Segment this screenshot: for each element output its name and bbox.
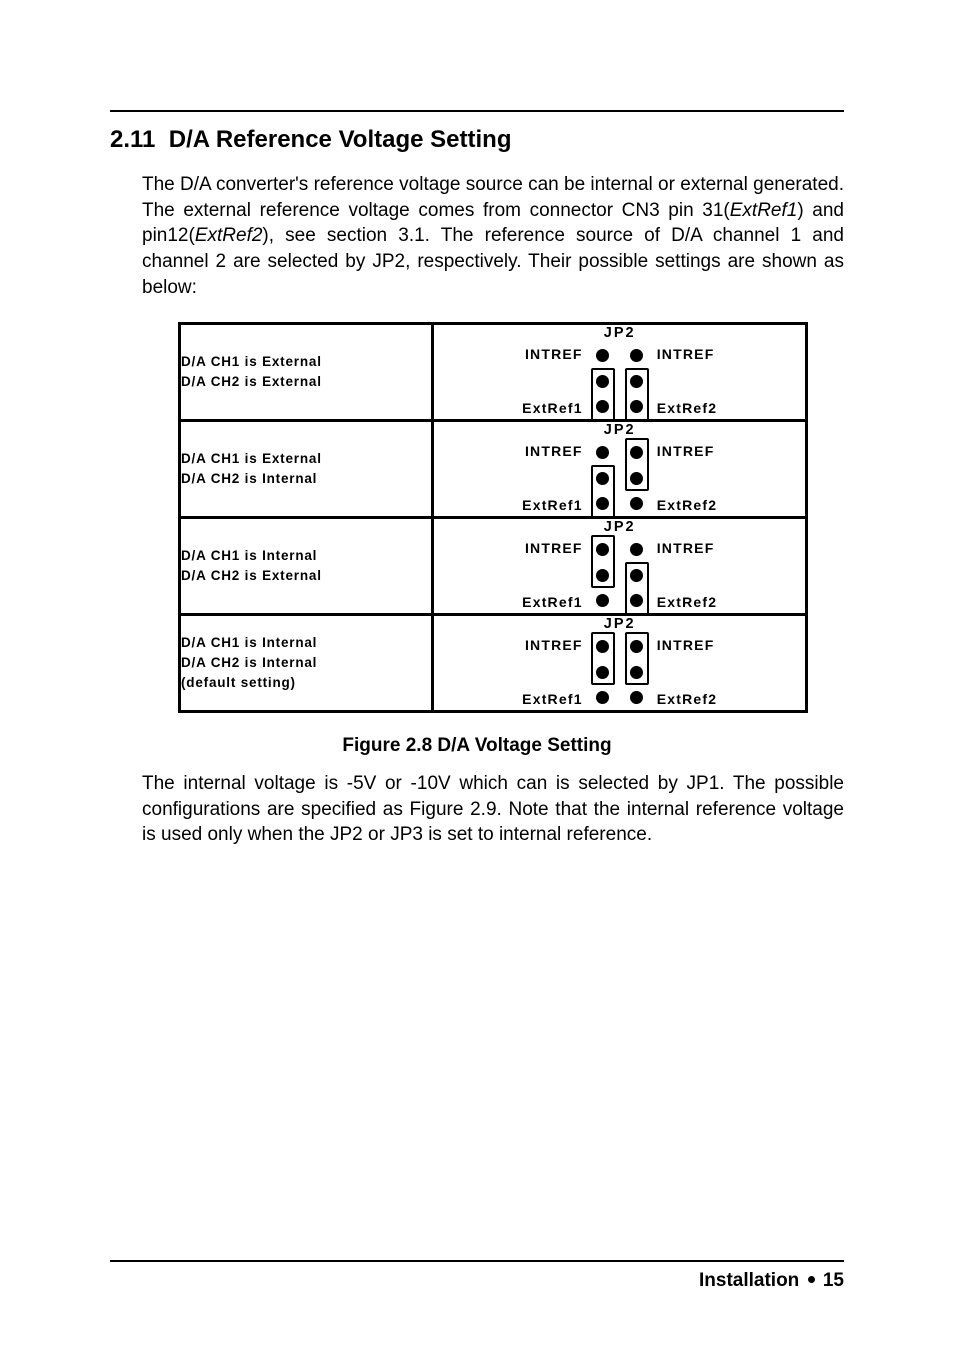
jumper-shunt-icon	[625, 368, 649, 421]
footer-line: Installation 15	[110, 1270, 844, 1292]
jumper-shunt-icon	[591, 632, 615, 685]
figure-caption: Figure 2.8 D/A Voltage Setting	[110, 735, 844, 757]
left-labels: INTREF ExtRef1	[522, 346, 583, 416]
left-labels: INTREF ExtRef1	[522, 540, 583, 610]
jumper-title: JP2	[434, 325, 805, 341]
jumper-col-1	[589, 634, 617, 710]
jumper-diagram-cell: JP2 INTREF ExtRef1 INTREF ExtRef2	[433, 518, 807, 615]
label-left-bottom: ExtRef1	[522, 400, 583, 416]
desc-line: D/A CH2 is Internal	[181, 469, 431, 489]
jumper-table: D/A CH1 is ExternalD/A CH2 is ExternalJP…	[178, 322, 808, 713]
label-right-top: INTREF	[657, 346, 718, 362]
jumper-title: JP2	[434, 616, 805, 632]
page-footer: Installation 15	[110, 1260, 844, 1292]
section-heading: 2.11 D/A Reference Voltage Setting	[110, 126, 844, 154]
jumper-row-desc: D/A CH1 is ExternalD/A CH2 is Internal	[180, 421, 433, 518]
jumper-shunt-icon	[625, 632, 649, 685]
jumper-row-desc: D/A CH1 is InternalD/A CH2 is External	[180, 518, 433, 615]
right-labels: INTREF ExtRef2	[657, 443, 718, 513]
jumper-title: JP2	[434, 519, 805, 535]
jumper-figure: D/A CH1 is ExternalD/A CH2 is ExternalJP…	[142, 322, 844, 713]
label-left-bottom: ExtRef1	[522, 594, 583, 610]
top-horizontal-rule	[110, 110, 844, 112]
label-left-top: INTREF	[522, 637, 583, 653]
label-left-top: INTREF	[522, 346, 583, 362]
footer-rule	[110, 1260, 844, 1262]
jumper-shunt-icon	[625, 562, 649, 615]
label-left-bottom: ExtRef1	[522, 497, 583, 513]
jumper-pin-icon	[596, 349, 609, 362]
right-labels: INTREF ExtRef2	[657, 346, 718, 416]
left-labels: INTREF ExtRef1	[522, 637, 583, 707]
jumper-shunt-icon	[591, 368, 615, 421]
label-left-top: INTREF	[522, 540, 583, 556]
jumper-title: JP2	[434, 422, 805, 438]
jumper-col-1	[589, 537, 617, 613]
jumper-col-2	[623, 634, 651, 710]
desc-line: D/A CH1 is External	[181, 352, 431, 372]
jumper-diagram: INTREF ExtRef1 INTREF ExtRef2	[434, 343, 805, 419]
desc-line: D/A CH1 is Internal	[181, 546, 431, 566]
desc-line: D/A CH1 is External	[181, 449, 431, 469]
label-right-top: INTREF	[657, 443, 718, 459]
jumper-diagram: INTREF ExtRef1 INTREF ExtRef2	[434, 634, 805, 710]
jumper-pin-icon	[630, 497, 643, 510]
paragraph-2: The internal voltage is -5V or -10V whic…	[142, 771, 844, 848]
jumper-row-desc: D/A CH1 is InternalD/A CH2 is Internal(d…	[180, 615, 433, 712]
jumper-shunt-icon	[625, 438, 649, 491]
label-right-bottom: ExtRef2	[657, 691, 718, 707]
right-labels: INTREF ExtRef2	[657, 637, 718, 707]
label-right-bottom: ExtRef2	[657, 400, 718, 416]
jumper-diagram-cell: JP2 INTREF ExtRef1 INTREF ExtRef2	[433, 324, 807, 421]
jumper-diagram: INTREF ExtRef1 INTREF ExtRef2	[434, 440, 805, 516]
jumper-pin-icon	[596, 446, 609, 459]
desc-line: D/A CH2 is Internal	[181, 653, 431, 673]
footer-label: Installation	[699, 1270, 799, 1291]
right-labels: INTREF ExtRef2	[657, 540, 718, 610]
jumper-col-2	[623, 537, 651, 613]
label-left-top: INTREF	[522, 443, 583, 459]
jumper-col-2	[623, 343, 651, 419]
jumper-diagram-cell: JP2 INTREF ExtRef1 INTREF ExtRef2	[433, 615, 807, 712]
jumper-pin-icon	[630, 349, 643, 362]
jumper-col-1	[589, 343, 617, 419]
label-right-top: INTREF	[657, 540, 718, 556]
label-right-bottom: ExtRef2	[657, 497, 718, 513]
label-right-bottom: ExtRef2	[657, 594, 718, 610]
bullet-icon	[808, 1276, 815, 1283]
section-number: 2.11	[110, 126, 155, 153]
jumper-pin-icon	[596, 691, 609, 704]
jumper-shunt-icon	[591, 535, 615, 588]
paragraph-1: The D/A converter's reference voltage so…	[142, 172, 844, 300]
left-labels: INTREF ExtRef1	[522, 443, 583, 513]
jumper-pin-icon	[630, 691, 643, 704]
desc-line: D/A CH2 is External	[181, 566, 431, 586]
desc-line: D/A CH2 is External	[181, 372, 431, 392]
jumper-shunt-icon	[591, 465, 615, 518]
jumper-col-1	[589, 440, 617, 516]
section-title: D/A Reference Voltage Setting	[169, 126, 512, 153]
jumper-pin-icon	[596, 594, 609, 607]
jumper-col-2	[623, 440, 651, 516]
jumper-pin-icon	[630, 543, 643, 556]
desc-line: D/A CH1 is Internal	[181, 633, 431, 653]
label-left-bottom: ExtRef1	[522, 691, 583, 707]
footer-page: 15	[823, 1270, 844, 1291]
jumper-row-desc: D/A CH1 is ExternalD/A CH2 is External	[180, 324, 433, 421]
label-right-top: INTREF	[657, 637, 718, 653]
jumper-diagram: INTREF ExtRef1 INTREF ExtRef2	[434, 537, 805, 613]
desc-line: (default setting)	[181, 673, 431, 693]
jumper-diagram-cell: JP2 INTREF ExtRef1 INTREF ExtRef2	[433, 421, 807, 518]
